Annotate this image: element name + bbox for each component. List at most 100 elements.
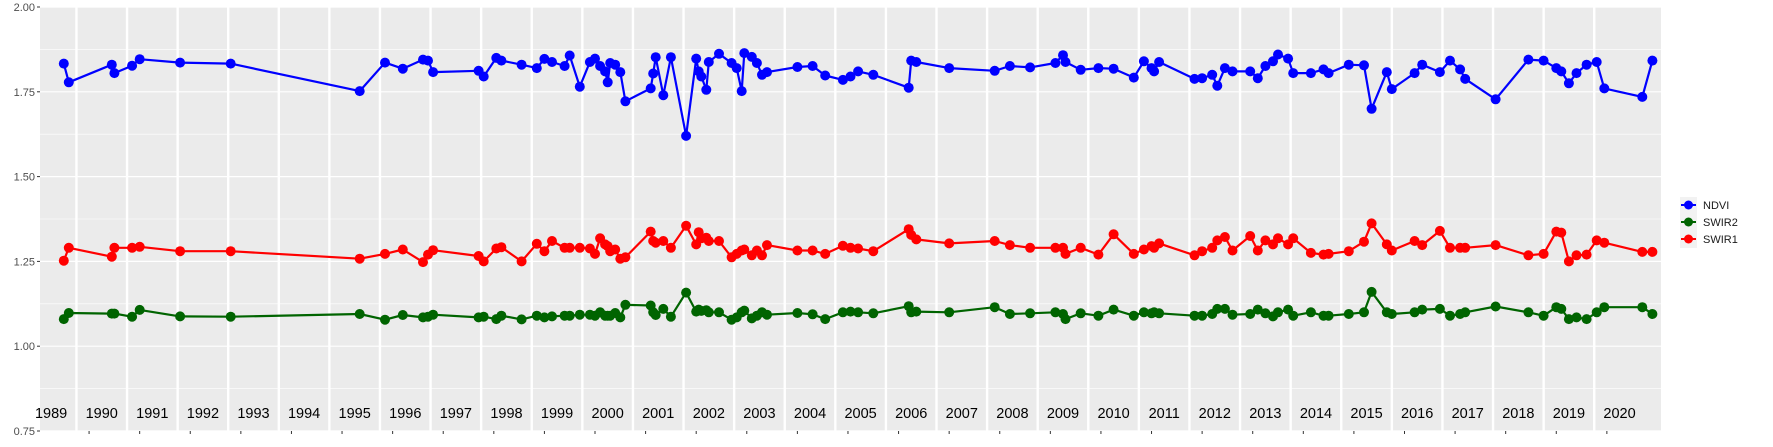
data-point <box>1108 63 1119 74</box>
data-point <box>1138 244 1149 255</box>
data-point <box>1189 250 1200 261</box>
data-point <box>837 74 848 85</box>
year-label: 2015 <box>1350 406 1382 422</box>
data-point <box>1386 245 1397 256</box>
data-point <box>620 96 631 107</box>
data-point <box>1366 103 1377 114</box>
data-point <box>658 236 669 246</box>
data-point <box>820 248 831 259</box>
data-point <box>496 242 507 253</box>
data-point <box>703 307 714 318</box>
data-point <box>225 311 236 322</box>
data-point <box>645 83 656 94</box>
data-point <box>1490 240 1501 251</box>
data-point <box>820 70 831 81</box>
data-point <box>989 65 1000 76</box>
data-point <box>714 236 724 246</box>
legend-label-swir2: SWIR2 <box>1703 217 1738 229</box>
year-label: 2020 <box>1603 406 1635 422</box>
data-point <box>1288 233 1299 244</box>
y-tick-label: 0.75 <box>14 426 35 438</box>
year-label: 1994 <box>288 406 320 422</box>
data-point <box>1538 310 1549 321</box>
data-point <box>547 311 557 322</box>
data-point <box>1245 309 1256 319</box>
data-point <box>703 236 714 246</box>
data-point <box>428 245 439 256</box>
year-label: 1997 <box>440 406 472 422</box>
data-point <box>225 58 236 69</box>
data-point <box>496 55 507 66</box>
year-label: 1999 <box>541 406 573 422</box>
data-point <box>109 308 120 319</box>
data-point <box>1637 302 1648 313</box>
data-point <box>762 67 772 78</box>
data-point <box>837 307 848 318</box>
data-point <box>1563 256 1574 267</box>
data-point <box>397 63 408 74</box>
data-point <box>1563 78 1574 89</box>
legend-marker <box>1684 234 1693 244</box>
data-point <box>1538 55 1549 66</box>
data-point <box>736 86 747 97</box>
data-point <box>564 50 575 61</box>
data-point <box>58 58 69 69</box>
data-point <box>564 310 575 321</box>
data-point <box>620 252 631 263</box>
data-point <box>1647 309 1658 319</box>
data-point <box>1154 308 1165 319</box>
data-point <box>665 311 676 322</box>
legend-marker <box>1684 200 1693 210</box>
series-ndvi <box>58 48 1658 141</box>
data-point <box>650 310 661 320</box>
legend-label-ndvi: NDVI <box>1703 200 1729 212</box>
data-point <box>600 66 611 77</box>
year-label: 2005 <box>844 406 876 422</box>
year-label: 2013 <box>1249 406 1281 422</box>
data-point <box>1637 246 1648 257</box>
data-point <box>1556 66 1567 77</box>
data-point <box>1460 73 1471 84</box>
data-point <box>354 253 365 264</box>
data-point <box>127 311 138 322</box>
data-point <box>1273 307 1283 318</box>
data-point <box>225 246 236 257</box>
data-point <box>175 246 186 257</box>
y-tick-label: 1.25 <box>14 256 35 268</box>
data-point <box>175 57 186 68</box>
data-point <box>1343 59 1354 70</box>
data-point <box>792 245 803 256</box>
data-point <box>807 245 818 256</box>
data-point <box>989 236 1000 246</box>
data-point <box>1386 84 1397 95</box>
data-point <box>1359 60 1369 71</box>
year-label: 1998 <box>490 406 522 422</box>
data-point <box>1490 94 1501 105</box>
data-point <box>650 237 661 248</box>
data-point <box>620 299 631 310</box>
data-point <box>478 256 489 267</box>
data-point <box>1093 310 1104 321</box>
data-point <box>559 61 570 71</box>
data-point <box>63 77 74 88</box>
data-point <box>516 314 527 325</box>
data-point <box>1273 233 1283 244</box>
data-point <box>1093 63 1104 74</box>
series-layer <box>58 48 1658 325</box>
data-point <box>1004 309 1015 319</box>
data-point <box>1207 69 1218 80</box>
data-point <box>428 309 439 320</box>
data-point <box>516 256 527 267</box>
data-point <box>539 53 550 64</box>
data-point <box>944 63 955 74</box>
data-point <box>547 236 557 246</box>
year-label: 2008 <box>996 406 1028 422</box>
data-point <box>1245 66 1256 77</box>
data-point <box>701 84 712 95</box>
year-label: 1995 <box>339 406 371 422</box>
data-point <box>944 238 955 249</box>
data-point <box>380 314 390 325</box>
data-point <box>1227 66 1238 77</box>
data-point <box>615 67 626 78</box>
axis-layer: 0.75 1.00 1.25 1.50 1.75 2.00 <box>14 2 1608 438</box>
